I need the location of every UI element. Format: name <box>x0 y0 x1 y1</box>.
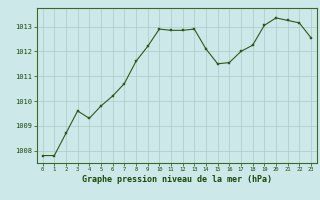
X-axis label: Graphe pression niveau de la mer (hPa): Graphe pression niveau de la mer (hPa) <box>82 175 272 184</box>
